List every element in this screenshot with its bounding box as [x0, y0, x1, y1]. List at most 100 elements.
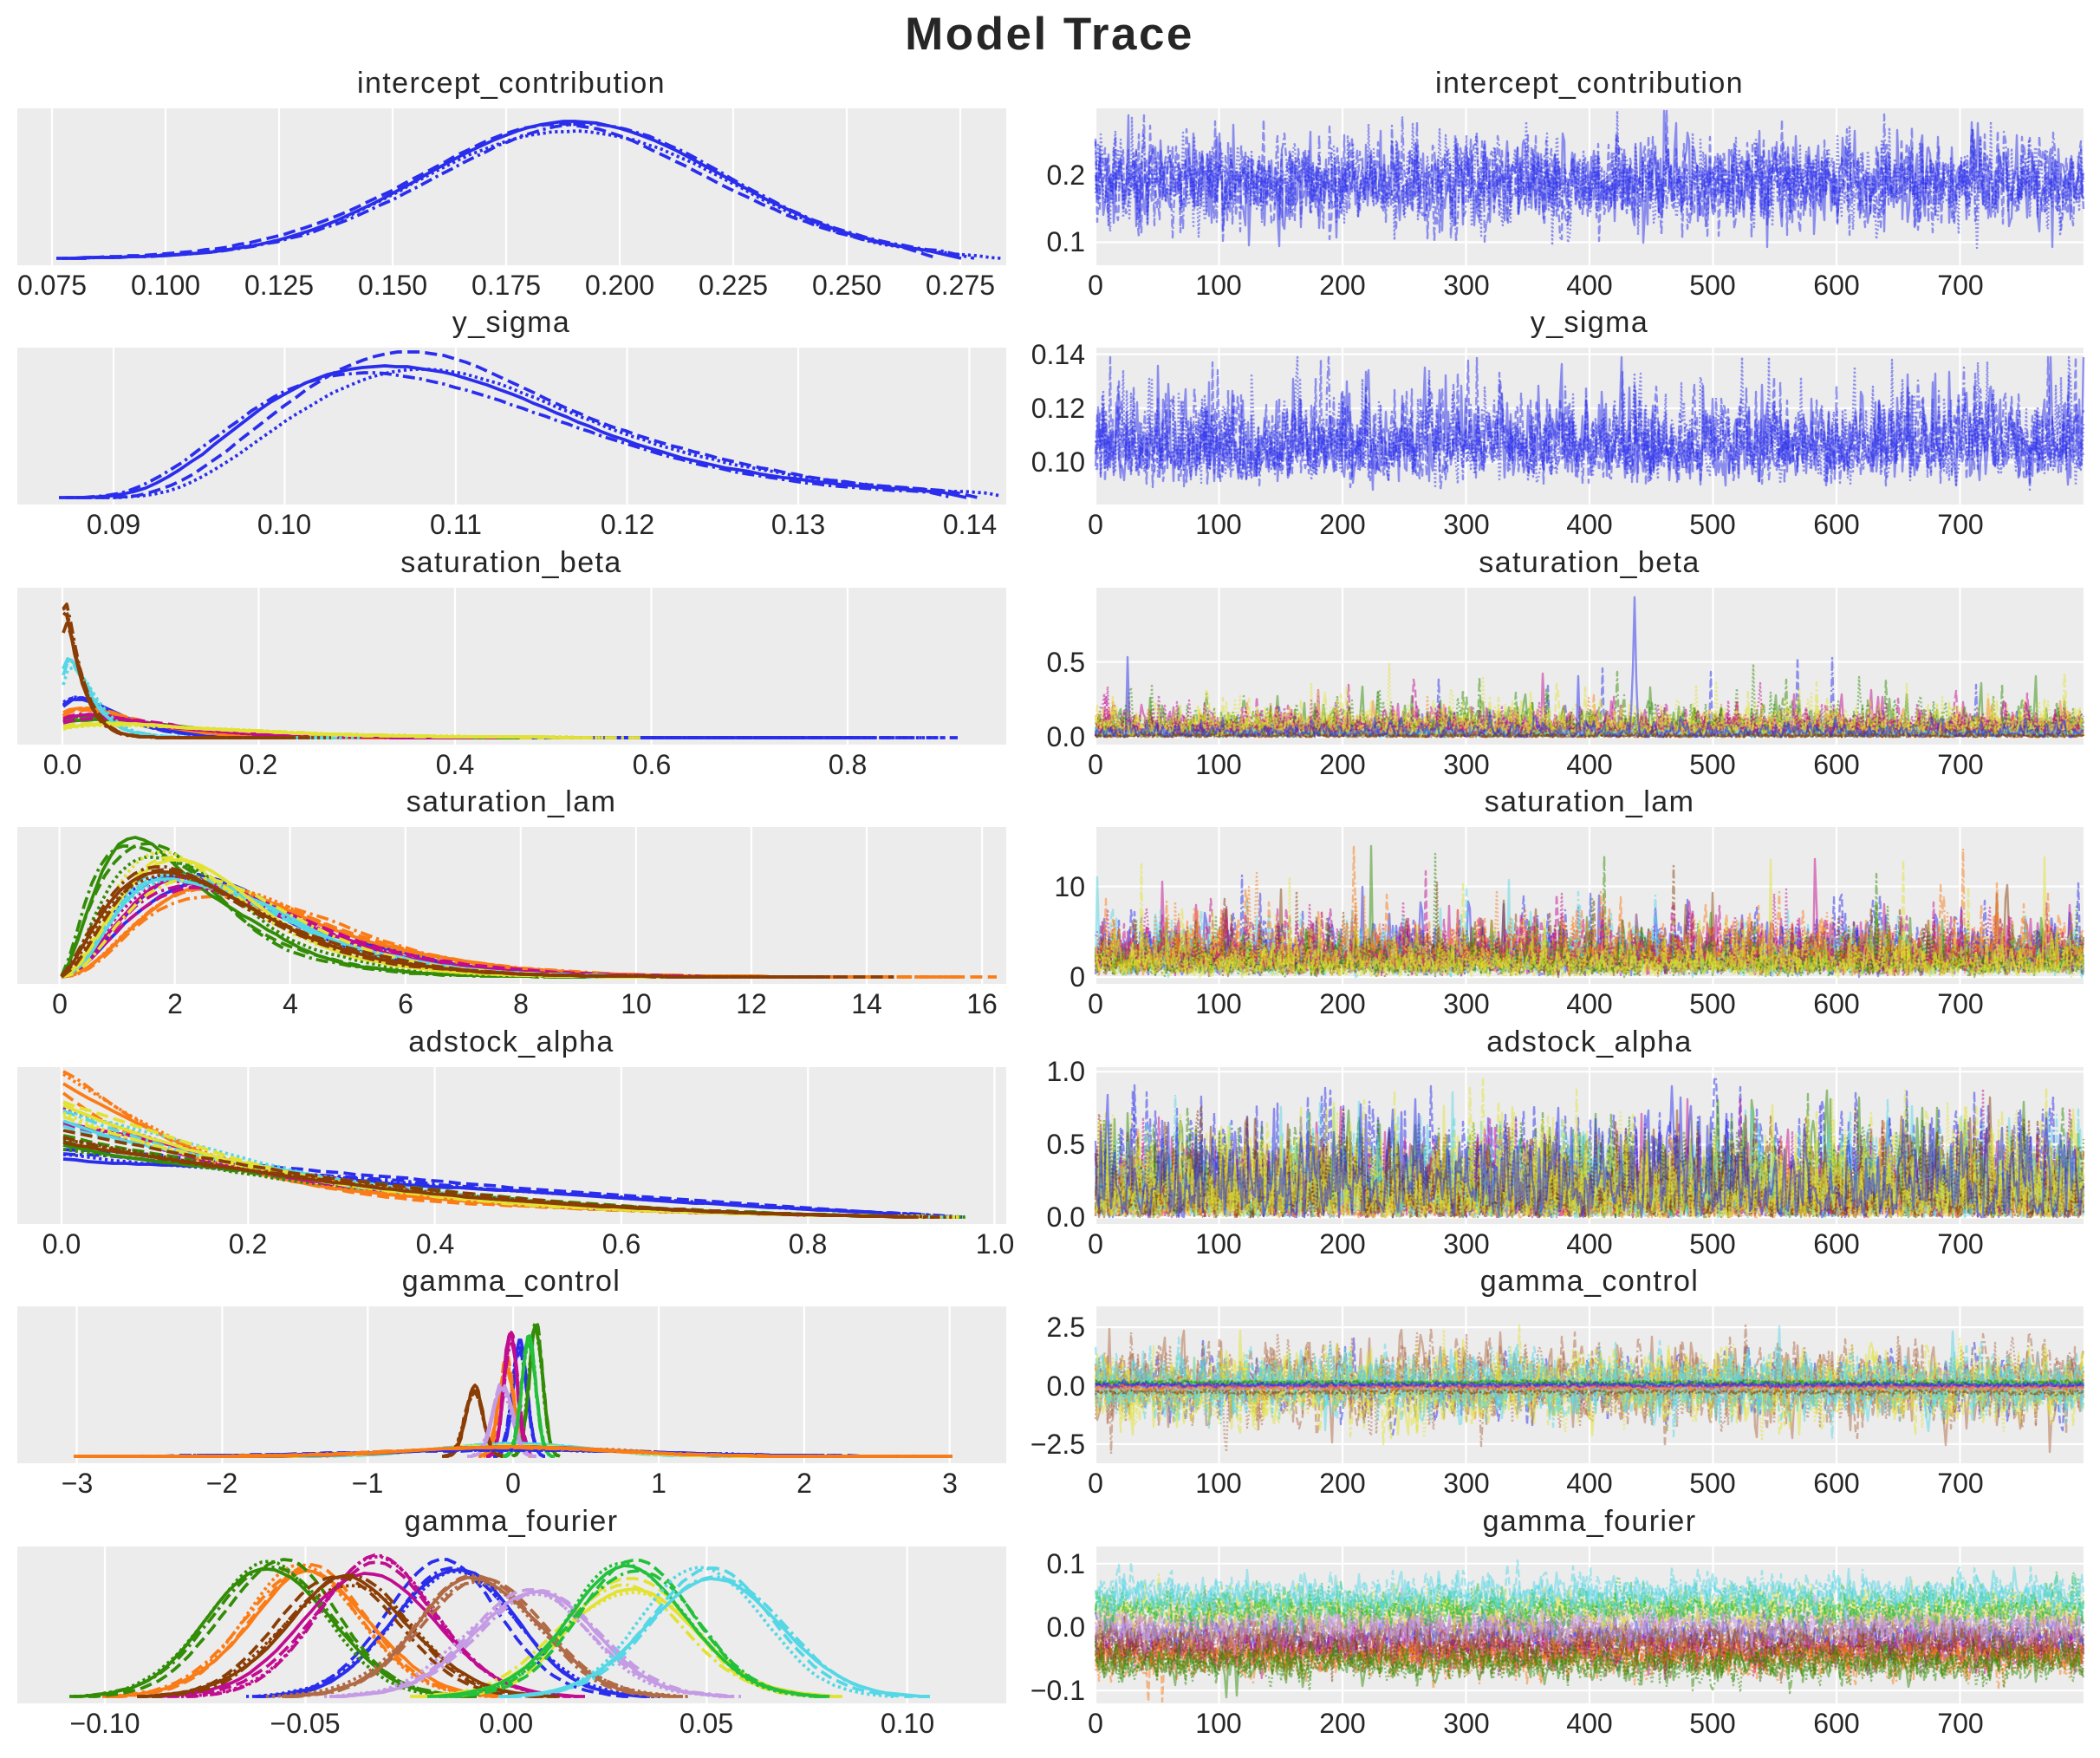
svg-text:gamma_fourier: gamma_fourier — [405, 1505, 619, 1538]
svg-text:400: 400 — [1566, 270, 1612, 301]
svg-text:700: 700 — [1937, 749, 1983, 780]
svg-text:1.0: 1.0 — [976, 1228, 1014, 1260]
svg-text:Model Trace: Model Trace — [905, 9, 1194, 60]
svg-text:600: 600 — [1813, 270, 1859, 301]
svg-text:saturation_lam: saturation_lam — [1485, 785, 1695, 818]
svg-text:0.5: 0.5 — [1047, 647, 1085, 678]
svg-text:8: 8 — [513, 988, 529, 1019]
svg-text:0: 0 — [1088, 988, 1103, 1019]
svg-text:0.1: 0.1 — [1047, 226, 1085, 257]
svg-text:600: 600 — [1813, 1228, 1859, 1260]
svg-text:0.250: 0.250 — [812, 270, 881, 301]
svg-text:0: 0 — [1088, 270, 1103, 301]
svg-text:200: 200 — [1319, 1708, 1365, 1739]
svg-text:−1: −1 — [352, 1468, 383, 1499]
svg-text:0.14: 0.14 — [943, 509, 997, 540]
svg-text:saturation_beta: saturation_beta — [1479, 546, 1700, 579]
svg-text:0.0: 0.0 — [1047, 1371, 1085, 1402]
svg-text:−0.1: −0.1 — [1030, 1675, 1085, 1706]
svg-text:2: 2 — [167, 988, 183, 1019]
svg-text:200: 200 — [1319, 749, 1365, 780]
svg-text:500: 500 — [1689, 509, 1735, 540]
svg-text:0.0: 0.0 — [1047, 721, 1085, 752]
svg-text:−2.5: −2.5 — [1030, 1429, 1085, 1460]
svg-text:0.2: 0.2 — [229, 1228, 267, 1260]
svg-text:200: 200 — [1319, 1468, 1365, 1499]
svg-text:0: 0 — [1088, 1708, 1103, 1739]
svg-text:0.05: 0.05 — [679, 1708, 733, 1739]
svg-text:400: 400 — [1566, 1708, 1612, 1739]
svg-text:300: 300 — [1443, 1468, 1489, 1499]
svg-text:100: 100 — [1195, 749, 1241, 780]
svg-text:0.12: 0.12 — [601, 509, 654, 540]
svg-text:0.0: 0.0 — [1047, 1201, 1085, 1233]
svg-text:gamma_control: gamma_control — [402, 1265, 621, 1298]
svg-text:12: 12 — [736, 988, 767, 1019]
svg-text:10: 10 — [1054, 871, 1085, 902]
svg-text:0.10: 0.10 — [1031, 446, 1085, 478]
svg-text:gamma_fourier: gamma_fourier — [1483, 1505, 1697, 1538]
svg-text:200: 200 — [1319, 988, 1365, 1019]
svg-text:0: 0 — [1088, 1468, 1103, 1499]
svg-text:6: 6 — [398, 988, 413, 1019]
svg-text:600: 600 — [1813, 1468, 1859, 1499]
svg-text:gamma_control: gamma_control — [1480, 1265, 1700, 1298]
svg-text:300: 300 — [1443, 270, 1489, 301]
svg-text:100: 100 — [1195, 988, 1241, 1019]
svg-text:2: 2 — [796, 1468, 812, 1499]
svg-text:0.100: 0.100 — [131, 270, 200, 301]
svg-text:intercept_contribution: intercept_contribution — [357, 67, 666, 100]
svg-text:400: 400 — [1566, 1468, 1612, 1499]
svg-text:0.175: 0.175 — [471, 270, 541, 301]
svg-text:0.11: 0.11 — [430, 509, 482, 540]
svg-text:300: 300 — [1443, 1708, 1489, 1739]
svg-text:100: 100 — [1195, 1228, 1241, 1260]
svg-text:300: 300 — [1443, 1228, 1489, 1260]
svg-text:0: 0 — [1088, 749, 1103, 780]
svg-text:0.0: 0.0 — [42, 1228, 81, 1260]
svg-text:0.14: 0.14 — [1031, 339, 1085, 370]
svg-text:500: 500 — [1689, 1468, 1735, 1499]
svg-text:0.0: 0.0 — [43, 749, 81, 780]
svg-text:300: 300 — [1443, 749, 1489, 780]
svg-text:700: 700 — [1937, 1708, 1983, 1739]
svg-text:700: 700 — [1937, 1468, 1983, 1499]
svg-text:14: 14 — [851, 988, 882, 1019]
svg-text:0.6: 0.6 — [602, 1228, 640, 1260]
svg-text:600: 600 — [1813, 509, 1859, 540]
svg-text:−0.10: −0.10 — [70, 1708, 140, 1739]
svg-text:500: 500 — [1689, 270, 1735, 301]
svg-text:400: 400 — [1566, 749, 1612, 780]
svg-text:intercept_contribution: intercept_contribution — [1435, 67, 1744, 100]
svg-text:700: 700 — [1937, 270, 1983, 301]
svg-text:adstock_alpha: adstock_alpha — [1486, 1026, 1692, 1058]
svg-text:−2: −2 — [206, 1468, 237, 1499]
svg-text:500: 500 — [1689, 1708, 1735, 1739]
svg-text:700: 700 — [1937, 988, 1983, 1019]
svg-text:0.5: 0.5 — [1047, 1129, 1085, 1160]
svg-text:400: 400 — [1566, 509, 1612, 540]
svg-text:0.275: 0.275 — [926, 270, 995, 301]
svg-text:3: 3 — [942, 1468, 958, 1499]
svg-text:adstock_alpha: adstock_alpha — [408, 1026, 614, 1058]
svg-text:0.13: 0.13 — [771, 509, 825, 540]
svg-text:10: 10 — [621, 988, 652, 1019]
svg-text:100: 100 — [1195, 270, 1241, 301]
svg-text:0: 0 — [505, 1468, 521, 1499]
svg-text:0.225: 0.225 — [699, 270, 768, 301]
svg-text:400: 400 — [1566, 988, 1612, 1019]
svg-text:600: 600 — [1813, 749, 1859, 780]
svg-text:0.0: 0.0 — [1047, 1612, 1085, 1643]
svg-text:1.0: 1.0 — [1047, 1056, 1085, 1087]
svg-text:100: 100 — [1195, 509, 1241, 540]
svg-text:0: 0 — [52, 988, 68, 1019]
svg-text:saturation_lam: saturation_lam — [406, 785, 617, 818]
svg-text:16: 16 — [966, 988, 998, 1019]
svg-text:0.1: 0.1 — [1047, 1548, 1085, 1579]
svg-text:500: 500 — [1689, 749, 1735, 780]
svg-text:0.2: 0.2 — [239, 749, 277, 780]
svg-text:200: 200 — [1319, 509, 1365, 540]
svg-text:0.12: 0.12 — [1031, 393, 1085, 424]
svg-text:saturation_beta: saturation_beta — [400, 546, 621, 579]
svg-text:0.8: 0.8 — [829, 749, 867, 780]
